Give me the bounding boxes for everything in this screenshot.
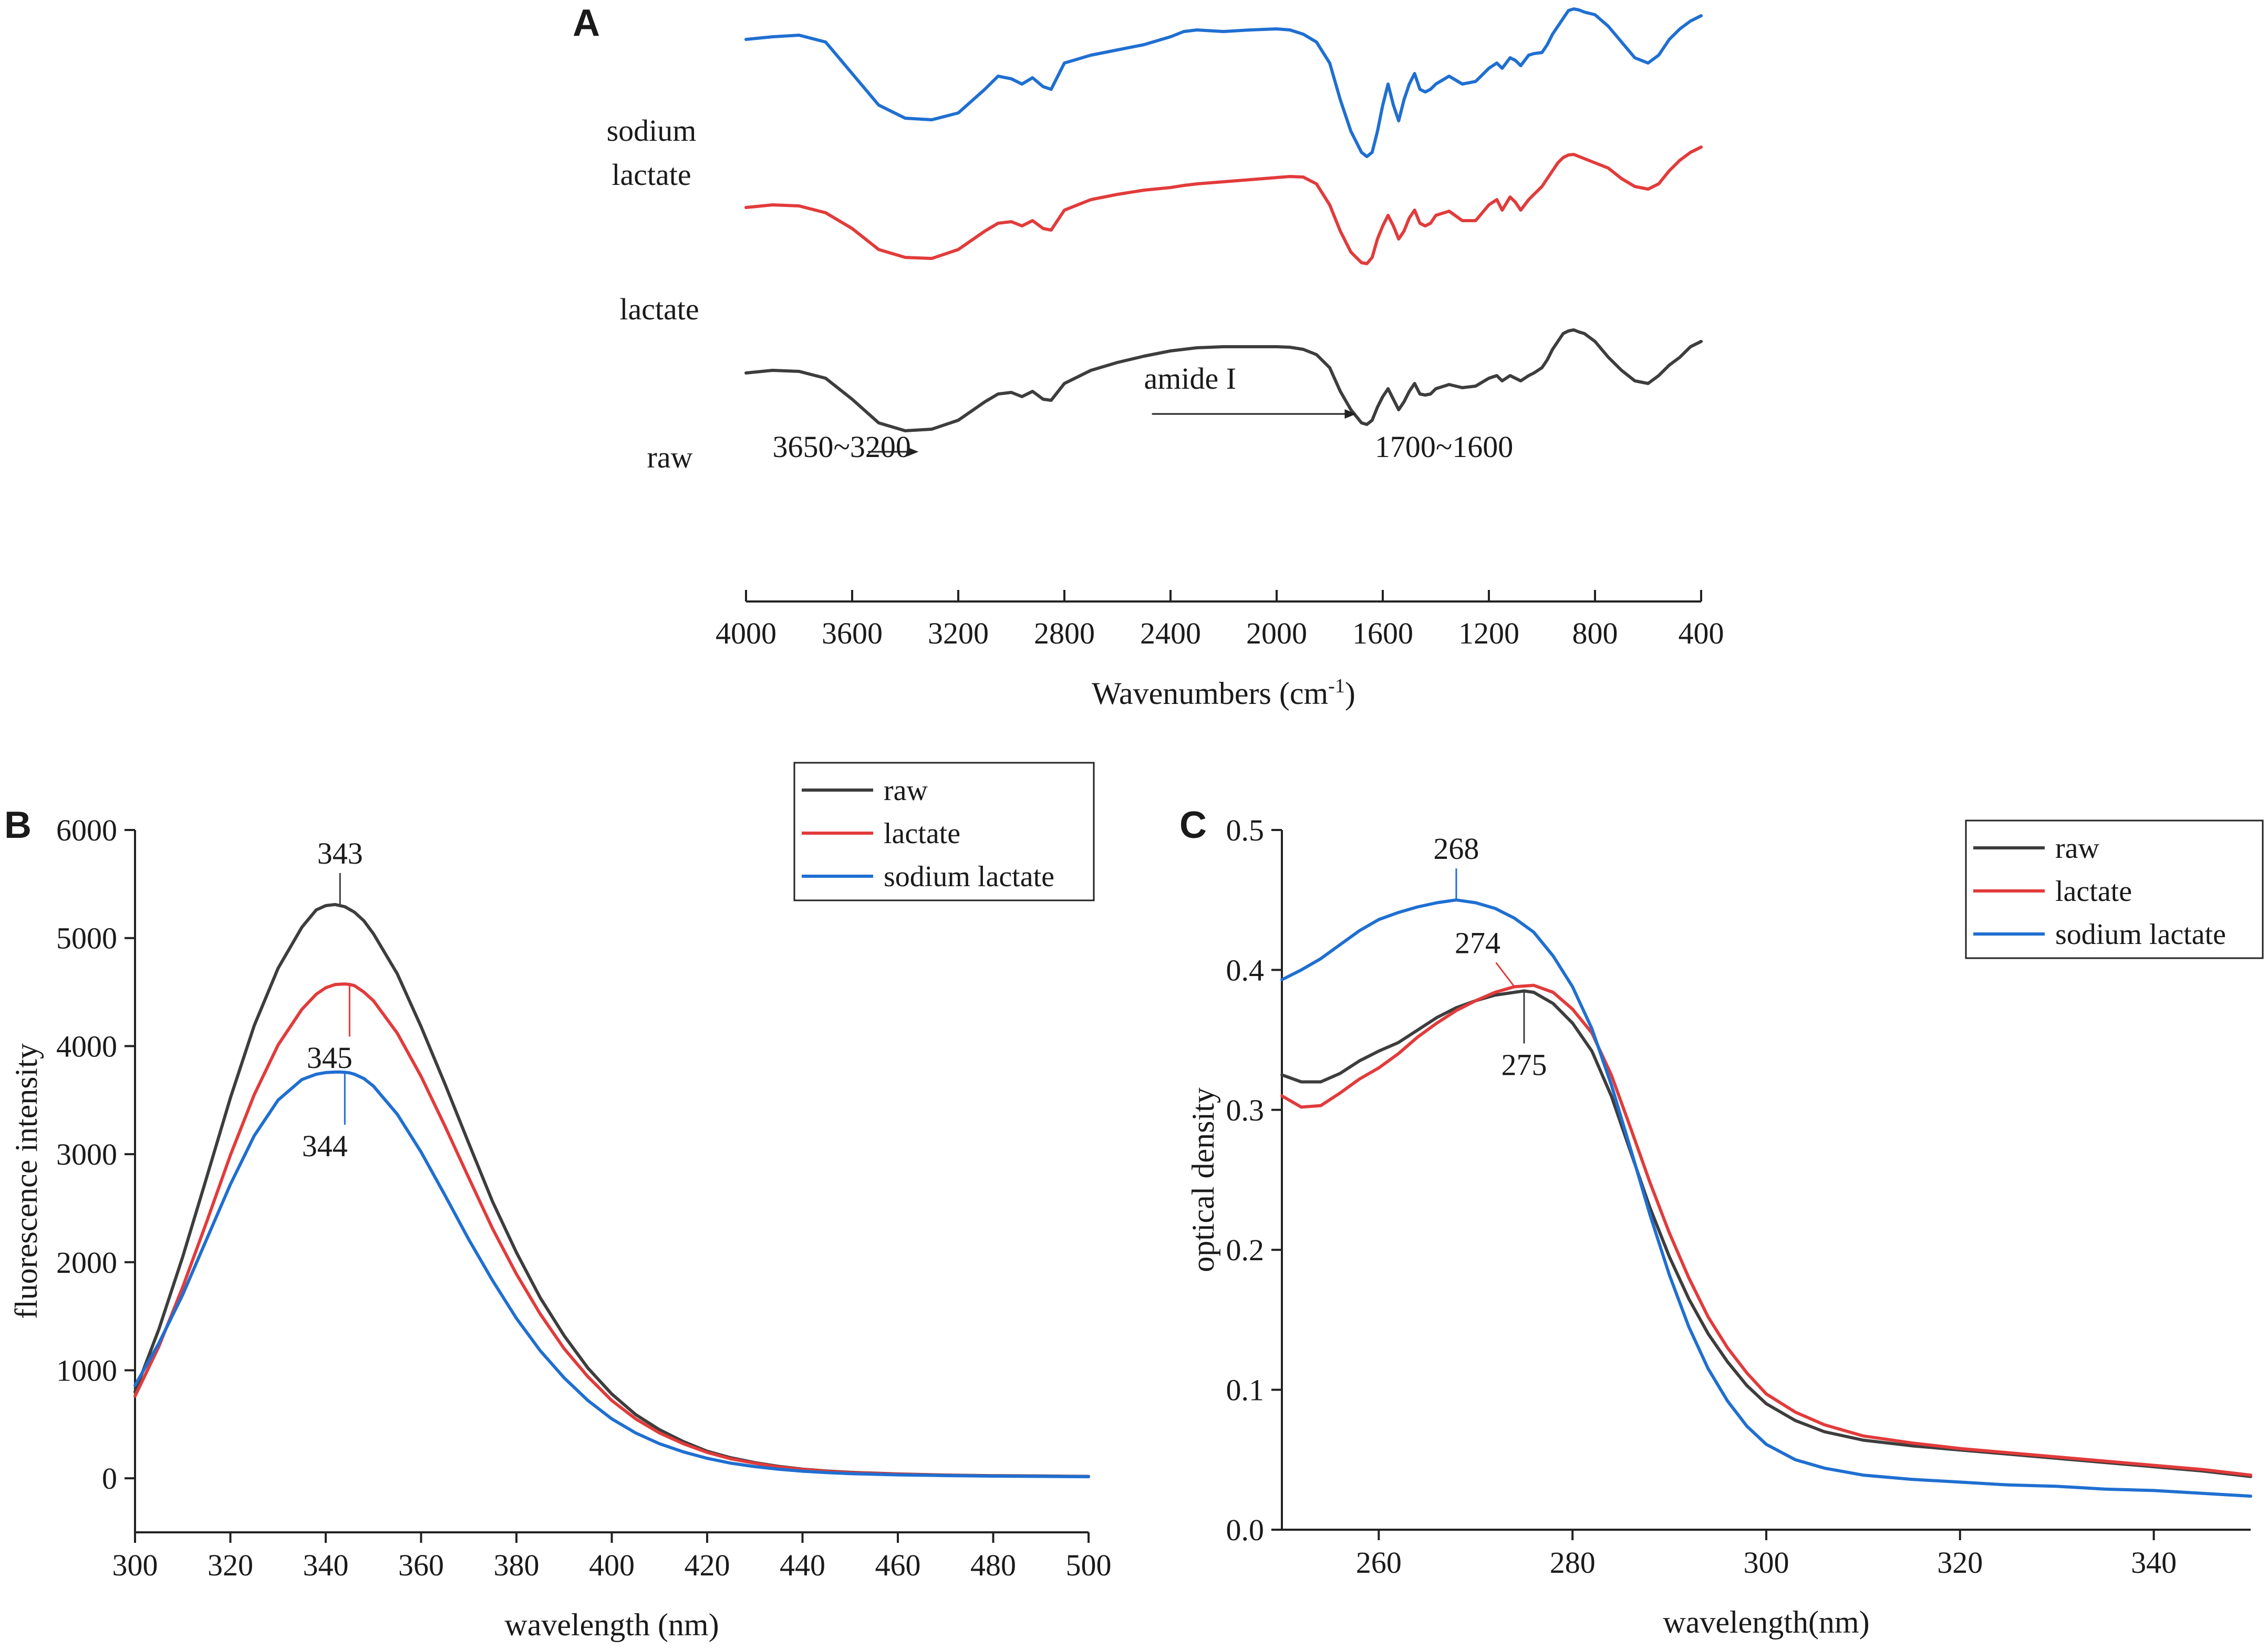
series-line-b-sodium-lactate bbox=[133, 1070, 1090, 1479]
annotation-label-b: 344 bbox=[302, 1129, 348, 1163]
y-tick-label-b: 3000 bbox=[56, 1137, 117, 1171]
y-tick-label-c: 0.2 bbox=[1226, 1233, 1265, 1267]
x-tick-label-a: 1600 bbox=[1352, 616, 1413, 650]
y-tick-label-b: 5000 bbox=[56, 921, 117, 956]
x-tick-label-a: 400 bbox=[1679, 616, 1724, 650]
y-tick-label-b: 0 bbox=[102, 1461, 117, 1496]
series-line-a-sodium-lactate bbox=[744, 7, 1703, 158]
series-line-c-sodium-lactate bbox=[1280, 898, 2252, 1498]
panel-label-b: B bbox=[4, 804, 32, 846]
x-tick-label-a: 2000 bbox=[1246, 616, 1307, 650]
x-tick-label-a: 2400 bbox=[1140, 616, 1201, 650]
x-tick-label-a: 2800 bbox=[1034, 616, 1095, 650]
x-tick-label-a: 1200 bbox=[1458, 616, 1519, 650]
x-tick-label-b: 320 bbox=[208, 1548, 253, 1582]
y-tick-label-b: 2000 bbox=[56, 1246, 117, 1280]
annotation-label-c: 268 bbox=[1433, 832, 1479, 866]
x-axis-label-a-close: ) bbox=[1345, 676, 1355, 711]
annotation-arrowhead-a bbox=[907, 447, 919, 456]
y-tick-label-b: 6000 bbox=[56, 813, 117, 847]
x-tick-label-b: 340 bbox=[303, 1548, 349, 1582]
legend-label-sodium-lactate: sodium lactate bbox=[2055, 918, 2226, 951]
y-tick-label-c: 0.0 bbox=[1226, 1513, 1265, 1547]
x-tick-label-b: 360 bbox=[398, 1548, 444, 1582]
series-label-a-sodium-lactate: lactate bbox=[612, 158, 691, 192]
x-tick-label-b: 420 bbox=[685, 1548, 730, 1582]
y-tick-label-b: 1000 bbox=[56, 1353, 117, 1387]
legend-label-lactate: lactate bbox=[884, 817, 960, 850]
panel-label-c: C bbox=[1179, 804, 1207, 846]
legend-label-raw: raw bbox=[884, 774, 928, 807]
x-tick-label-a: 800 bbox=[1572, 616, 1618, 650]
x-tick-label-b: 500 bbox=[1066, 1548, 1112, 1582]
x-tick-label-c: 340 bbox=[2131, 1545, 2177, 1580]
series-line-c-lactate bbox=[1280, 983, 2252, 1477]
y-axis-label-b: fluorescence intensity bbox=[9, 1043, 44, 1319]
annotation-label-b: 343 bbox=[317, 836, 363, 870]
series-label-a-raw: raw bbox=[647, 440, 693, 474]
y-tick-label-c: 0.4 bbox=[1226, 953, 1265, 987]
x-tick-label-a: 4000 bbox=[716, 616, 776, 650]
series-label-a-lactate: lactate bbox=[619, 292, 699, 326]
x-axis-label-a-text: Wavenumbers (cm bbox=[1092, 676, 1328, 711]
x-axis-label-c: wavelength(nm) bbox=[1663, 1605, 1869, 1639]
legend-label-raw: raw bbox=[2055, 832, 2100, 865]
panel-c: C 260 280 300 320 340 0.0 0.1 0.2 0.3 0.4 0.5 wavele… bbox=[1179, 804, 2264, 1639]
x-axis-label-a: Wavenumbers (cm-1) bbox=[1092, 675, 1355, 711]
series-line-a-raw bbox=[744, 328, 1703, 432]
y-tick-label-c: 0.5 bbox=[1226, 813, 1265, 847]
y-tick-label-c: 0.3 bbox=[1226, 1093, 1265, 1127]
annotation-a: 3650~3200 bbox=[773, 430, 911, 464]
x-tick-label-b: 480 bbox=[970, 1548, 1016, 1582]
y-tick-label-c: 0.1 bbox=[1226, 1373, 1265, 1407]
x-tick-label-b: 380 bbox=[494, 1548, 540, 1582]
x-tick-label-c: 280 bbox=[1550, 1545, 1596, 1580]
y-axis-label-c: optical density bbox=[1186, 1087, 1220, 1272]
x-tick-label-c: 300 bbox=[1744, 1545, 1789, 1580]
annotation-label-c: 275 bbox=[1501, 1047, 1547, 1082]
series-line-b-lactate bbox=[133, 982, 1090, 1478]
x-tick-label-b: 440 bbox=[780, 1548, 825, 1582]
x-axis-label-b: wavelength (nm) bbox=[504, 1607, 719, 1642]
annotation-a: 1700~1600 bbox=[1375, 430, 1513, 464]
series-label-a-sodium-lactate: sodium bbox=[607, 113, 697, 148]
x-tick-label-b: 300 bbox=[112, 1548, 158, 1582]
annotation-label-c: 274 bbox=[1455, 926, 1500, 960]
legend-label-lactate: lactate bbox=[2055, 875, 2132, 908]
panel-a: A 4000 3600 3200 2800 2400 2000 1600 1200 800 400 W… bbox=[573, 2, 1724, 711]
annotation-arrowhead-a bbox=[1344, 409, 1356, 419]
annotation-leader-c bbox=[1495, 962, 1515, 988]
x-tick-label-a: 3200 bbox=[928, 616, 989, 650]
x-tick-label-b: 460 bbox=[875, 1548, 921, 1582]
annotation-label-b: 345 bbox=[307, 1041, 353, 1075]
series-line-b-raw bbox=[133, 902, 1090, 1478]
panel-label-a: A bbox=[573, 2, 600, 44]
y-tick-label-b: 4000 bbox=[56, 1029, 117, 1063]
series-line-c-raw bbox=[1280, 989, 2252, 1478]
x-axis-label-a-sup: -1 bbox=[1328, 675, 1345, 697]
legend-label-sodium-lactate: sodium lactate bbox=[884, 860, 1054, 893]
x-tick-label-c: 320 bbox=[1937, 1545, 1983, 1580]
x-tick-label-b: 400 bbox=[589, 1548, 635, 1582]
series-line-a-lactate bbox=[744, 146, 1703, 265]
annotation-a: amide I bbox=[1144, 361, 1237, 396]
x-tick-label-a: 3600 bbox=[822, 616, 883, 650]
x-tick-label-c: 260 bbox=[1356, 1545, 1402, 1580]
